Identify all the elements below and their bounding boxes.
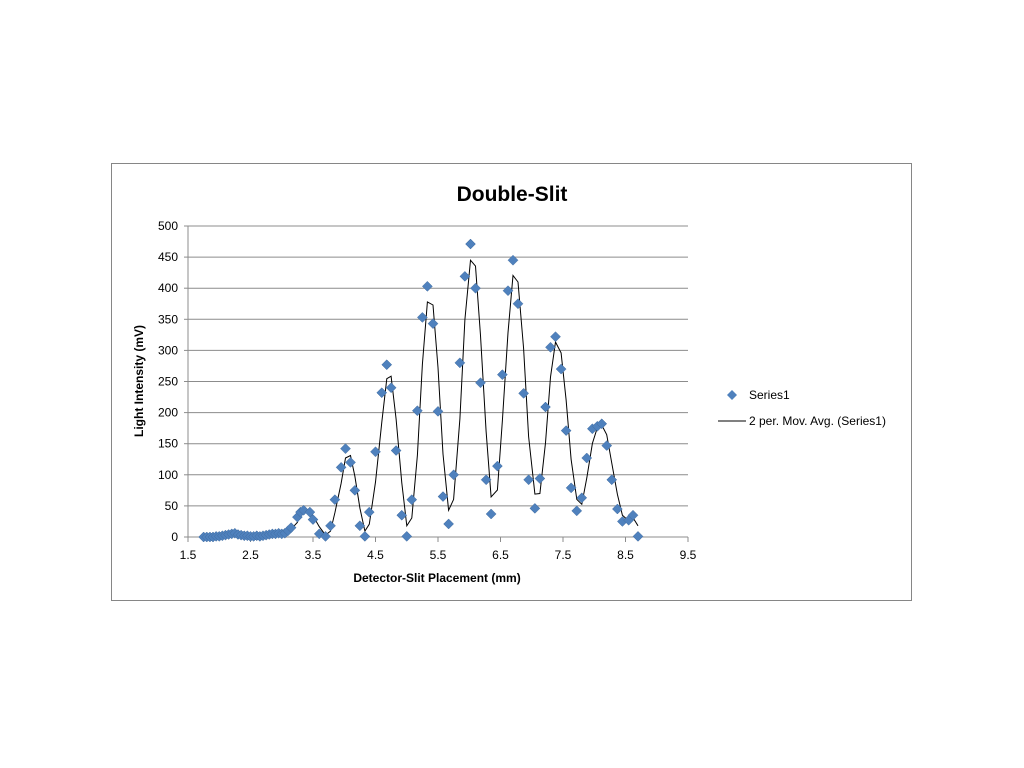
data-point — [465, 238, 476, 250]
data-point — [359, 531, 371, 542]
data-point — [612, 503, 623, 515]
data-point — [345, 457, 356, 468]
data-point — [427, 318, 439, 330]
data-point — [502, 285, 514, 297]
data-point — [550, 331, 561, 343]
x-tick-label: 6.5 — [492, 548, 509, 562]
data-point — [507, 254, 519, 266]
legend: Series1 2 per. Mov. Avg. (Series1) — [718, 388, 886, 428]
data-point — [325, 520, 336, 532]
x-tick-label: 7.5 — [555, 548, 572, 562]
data-point — [363, 506, 375, 518]
data-point — [385, 382, 397, 394]
data-point — [443, 518, 454, 530]
data-point — [512, 298, 524, 310]
data-point — [396, 509, 408, 521]
x-tick-label: 4.5 — [367, 548, 384, 562]
data-point — [529, 503, 541, 514]
data-point — [518, 387, 529, 399]
data-point — [370, 446, 381, 458]
data-point — [422, 280, 433, 292]
data-point — [335, 461, 347, 473]
data-point — [401, 531, 413, 542]
data-point — [581, 452, 593, 464]
data-point — [376, 387, 388, 399]
data-point — [329, 494, 341, 506]
data-point — [354, 520, 366, 532]
chart-svg: Double-Slit 0 50 100 150 200 250 300 350 400 450 5… — [132, 183, 886, 585]
chart-title: Double-Slit — [457, 183, 568, 206]
y-tick-label: 150 — [158, 437, 178, 451]
y-tick-label: 250 — [158, 375, 178, 389]
data-point — [320, 531, 331, 542]
x-tick-label: 2.5 — [242, 548, 259, 562]
data-point — [406, 494, 418, 506]
data-point — [417, 312, 428, 323]
gridlines — [188, 225, 688, 507]
data-point — [470, 282, 481, 294]
data-point — [627, 509, 639, 521]
data-point — [432, 406, 444, 417]
data-point — [381, 359, 393, 371]
legend-mavg-label: 2 per. Mov. Avg. (Series1) — [749, 414, 886, 428]
y-tick-label: 350 — [158, 312, 178, 326]
data-point — [523, 474, 534, 486]
y-tick-label: 500 — [158, 219, 178, 233]
data-point — [390, 445, 402, 456]
legend-series1-label: Series1 — [749, 388, 790, 402]
x-tick-label: 8.5 — [617, 548, 634, 562]
x-tick-labels: 1.5 2.5 3.5 4.5 5.5 6.5 7.5 8.5 9.5 — [180, 548, 697, 562]
y-tick-label: 400 — [158, 281, 178, 295]
x-tick-label: 1.5 — [180, 548, 197, 562]
series1-points — [198, 238, 644, 543]
data-point — [576, 492, 588, 504]
data-point — [459, 271, 471, 282]
data-point — [545, 341, 556, 353]
legend-diamond-icon — [727, 390, 737, 400]
y-tick-label: 300 — [158, 343, 178, 357]
data-point — [540, 401, 551, 413]
data-point — [349, 484, 361, 496]
data-point — [492, 460, 503, 472]
data-point — [454, 357, 466, 369]
chart-area: Double-Slit 0 50 100 150 200 250 300 350 400 450 5… — [111, 163, 912, 601]
data-point — [606, 474, 618, 486]
data-point — [632, 531, 644, 542]
y-tick-label: 100 — [158, 468, 178, 482]
data-point — [437, 491, 449, 502]
y-axis-label: Light Intensity (mV) — [132, 325, 146, 437]
y-tick-label: 0 — [171, 530, 178, 544]
data-point — [340, 443, 351, 455]
data-point — [475, 377, 486, 389]
x-axis-label: Detector-Slit Placement (mm) — [353, 571, 520, 585]
x-tick-label: 3.5 — [305, 548, 322, 562]
data-point — [485, 508, 497, 520]
y-tick-label: 200 — [158, 406, 178, 420]
data-point — [555, 363, 567, 375]
x-tick-label: 5.5 — [430, 548, 447, 562]
data-point — [307, 514, 319, 525]
data-point — [412, 405, 423, 417]
data-point — [571, 505, 583, 517]
y-tick-labels: 0 50 100 150 200 250 300 350 400 450 500 — [158, 219, 178, 544]
data-point — [534, 473, 546, 484]
y-tick-label: 450 — [158, 250, 178, 264]
data-point — [304, 506, 316, 518]
axes — [184, 225, 689, 542]
y-tick-label: 50 — [165, 499, 179, 513]
data-point — [601, 440, 613, 451]
data-point — [497, 369, 508, 381]
moving-average-line — [206, 258, 639, 538]
data-point — [596, 418, 608, 430]
x-tick-label: 9.5 — [680, 548, 697, 562]
data-point — [565, 482, 577, 494]
data-point — [480, 474, 492, 486]
data-point — [285, 522, 297, 534]
data-point — [448, 469, 459, 481]
data-point — [560, 425, 572, 436]
